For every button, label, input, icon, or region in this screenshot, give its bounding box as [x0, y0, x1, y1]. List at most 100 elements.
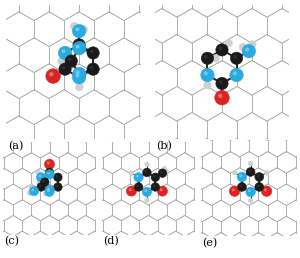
Circle shape [232, 170, 237, 175]
Circle shape [58, 57, 65, 65]
Circle shape [134, 173, 143, 182]
Circle shape [47, 187, 50, 190]
Circle shape [37, 183, 45, 191]
Circle shape [230, 52, 243, 64]
Circle shape [248, 170, 251, 172]
Circle shape [129, 188, 132, 191]
Circle shape [204, 71, 208, 75]
Circle shape [264, 188, 267, 191]
Circle shape [32, 189, 34, 191]
Circle shape [43, 180, 45, 182]
Circle shape [145, 170, 147, 173]
Circle shape [153, 185, 156, 187]
Circle shape [232, 188, 235, 191]
Circle shape [204, 55, 208, 59]
Circle shape [158, 169, 167, 178]
Circle shape [225, 39, 232, 47]
Circle shape [45, 168, 54, 177]
Circle shape [145, 198, 149, 203]
Circle shape [54, 173, 62, 182]
Circle shape [126, 186, 136, 196]
Circle shape [75, 27, 80, 31]
Circle shape [45, 170, 54, 179]
Circle shape [212, 54, 220, 62]
Circle shape [76, 70, 80, 74]
Circle shape [73, 39, 85, 51]
Circle shape [37, 173, 46, 182]
Circle shape [40, 178, 49, 186]
Circle shape [87, 63, 99, 75]
Circle shape [136, 175, 139, 178]
Circle shape [49, 72, 53, 76]
Text: (b): (b) [156, 141, 172, 151]
Circle shape [216, 44, 228, 56]
Circle shape [255, 173, 264, 181]
Circle shape [76, 44, 80, 49]
Circle shape [248, 189, 251, 192]
Circle shape [245, 47, 249, 52]
Circle shape [61, 49, 65, 53]
Circle shape [248, 41, 256, 48]
Circle shape [76, 42, 80, 45]
Circle shape [145, 162, 149, 167]
Circle shape [237, 172, 247, 182]
Circle shape [68, 58, 72, 61]
Circle shape [58, 46, 72, 60]
Circle shape [47, 170, 50, 173]
Circle shape [233, 71, 237, 75]
Circle shape [59, 63, 71, 75]
Circle shape [230, 68, 243, 82]
Circle shape [162, 166, 167, 171]
Circle shape [47, 189, 50, 192]
Text: (a): (a) [8, 141, 23, 151]
Circle shape [201, 68, 214, 82]
Circle shape [87, 47, 99, 59]
Circle shape [43, 191, 48, 196]
Circle shape [73, 67, 86, 81]
Circle shape [230, 186, 240, 196]
Circle shape [239, 184, 242, 187]
Circle shape [44, 159, 55, 169]
Circle shape [36, 170, 40, 175]
Circle shape [80, 26, 88, 33]
Circle shape [37, 180, 41, 184]
Circle shape [56, 185, 58, 187]
Circle shape [160, 188, 163, 191]
Circle shape [75, 74, 80, 78]
Circle shape [90, 66, 93, 69]
Circle shape [29, 187, 39, 196]
Circle shape [45, 185, 54, 195]
Text: (e): (e) [202, 238, 218, 248]
Circle shape [54, 183, 62, 191]
Circle shape [129, 171, 134, 176]
Circle shape [153, 175, 156, 178]
Circle shape [246, 167, 255, 176]
Circle shape [56, 175, 58, 178]
Circle shape [142, 187, 152, 197]
Circle shape [164, 168, 168, 173]
Circle shape [215, 90, 229, 105]
Circle shape [73, 41, 86, 55]
Circle shape [45, 187, 54, 197]
Circle shape [72, 70, 86, 84]
Circle shape [257, 174, 260, 177]
Circle shape [246, 187, 255, 197]
Circle shape [144, 189, 147, 192]
Circle shape [201, 52, 214, 64]
Circle shape [219, 80, 222, 84]
Circle shape [216, 77, 228, 90]
Circle shape [62, 66, 65, 69]
Circle shape [238, 183, 246, 191]
Circle shape [28, 184, 34, 189]
Circle shape [151, 173, 160, 182]
Circle shape [39, 175, 41, 178]
Circle shape [239, 174, 242, 177]
Circle shape [47, 172, 50, 175]
Circle shape [136, 185, 139, 187]
Circle shape [257, 184, 260, 187]
Circle shape [255, 183, 264, 191]
Circle shape [75, 83, 83, 91]
Circle shape [65, 55, 77, 67]
Circle shape [248, 161, 253, 166]
Circle shape [90, 50, 93, 53]
